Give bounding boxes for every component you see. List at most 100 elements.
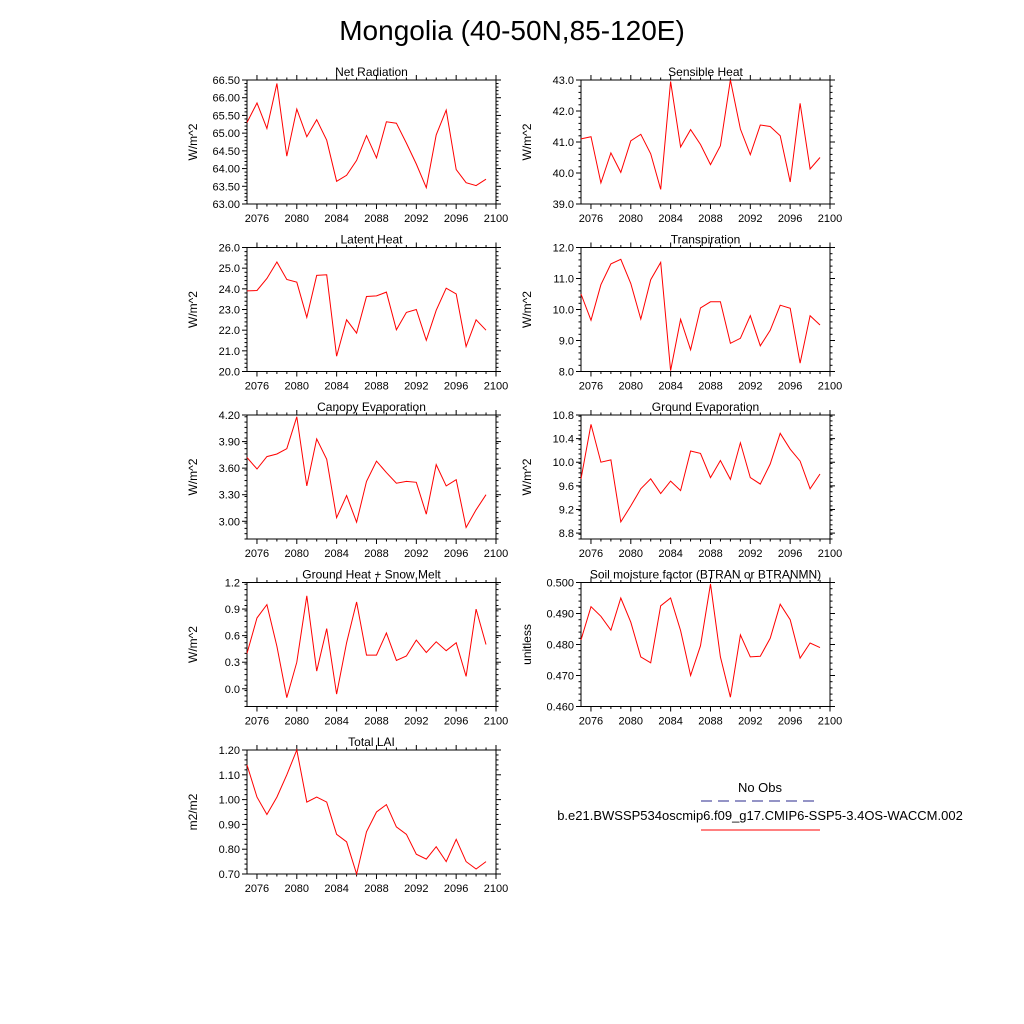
- chart-4-ytick-label: 12.0: [553, 243, 574, 255]
- chart-9-xtick-label: 2076: [245, 883, 269, 895]
- chart-8-ytick-label: 0.470: [546, 671, 574, 683]
- chart-1-title: Net Radiation: [335, 65, 408, 79]
- chart-6-xtick-label: 2096: [778, 548, 802, 560]
- chart-1-ytick-label: 63.50: [212, 181, 240, 193]
- chart-8-ytick-label: 0.460: [546, 702, 574, 714]
- chart-1-ytick-label: 63.00: [212, 199, 240, 211]
- chart-7: Ground Heat + Snow Melt W/m^2 2076 2080 2084…: [186, 568, 508, 728]
- chart-6-xtick-label: 2084: [658, 548, 682, 560]
- chart-8-series-line: [580, 583, 821, 698]
- chart-9-xtick-label: 2100: [484, 883, 508, 895]
- chart-5: Canopy Evaporation W/m^2 2076 2080 2084 2088 2…: [186, 400, 508, 560]
- chart-8-xtick-label: 2076: [579, 716, 603, 728]
- chart-9-ytick-label: 1.10: [219, 770, 240, 782]
- chart-9-ylabel: m2/m2: [186, 793, 200, 830]
- chart-3-xtick-label: 2100: [484, 381, 508, 393]
- chart-4-ytick-label: 10.0: [553, 305, 574, 317]
- chart-5-xtick-label: 2100: [484, 548, 508, 560]
- chart-5-xtick-label: 2096: [444, 548, 468, 560]
- chart-8-xtick-label: 2084: [658, 716, 682, 728]
- chart-9-ytick-label: 1.20: [219, 745, 240, 757]
- chart-3-xtick-label: 2084: [324, 381, 348, 393]
- chart-8-xtick-label: 2092: [738, 716, 762, 728]
- chart-2-frame: [580, 79, 831, 205]
- chart-4-ylabel: W/m^2: [520, 291, 534, 328]
- chart-5-ytick-label: 3.90: [219, 437, 240, 449]
- chart-1-series-line: [246, 83, 487, 190]
- chart-7-ytick-label: 0.9: [225, 604, 240, 616]
- chart-4-xtick-label: 2096: [778, 381, 802, 393]
- chart-6-ylabel: W/m^2: [520, 458, 534, 495]
- chart-2-xtick-label: 2092: [738, 213, 762, 225]
- chart-1-ytick-label: 65.00: [212, 128, 240, 140]
- chart-7-ylabel: W/m^2: [186, 626, 200, 663]
- chart-5-ylabel: W/m^2: [186, 458, 200, 495]
- chart-7-xtick-label: 2076: [245, 716, 269, 728]
- chart-3-ytick-label: 26.0: [219, 243, 240, 255]
- chart-8-ytick-label: 0.480: [546, 640, 574, 652]
- chart-6-xtick-label: 2076: [579, 548, 603, 560]
- chart-8-ytick-label: 0.500: [546, 578, 574, 590]
- chart-7-title: Ground Heat + Snow Melt: [302, 568, 441, 582]
- legend-obs-label: No Obs: [738, 780, 783, 795]
- chart-6-xtick-label: 2100: [818, 548, 842, 560]
- chart-2-series-line: [580, 79, 821, 190]
- chart-2-title: Sensible Heat: [668, 65, 743, 79]
- chart-5-xtick-label: 2092: [404, 548, 428, 560]
- chart-1-xtick-label: 2100: [484, 213, 508, 225]
- chart-6-ytick-label: 10.4: [553, 434, 574, 446]
- chart-7-xtick-label: 2100: [484, 716, 508, 728]
- chart-1-ylabel: W/m^2: [186, 123, 200, 160]
- chart-4-ytick-label: 11.0: [553, 274, 574, 286]
- chart-8-xtick-label: 2100: [818, 716, 842, 728]
- chart-3-ylabel: W/m^2: [186, 291, 200, 328]
- chart-4-xtick-label: 2100: [818, 381, 842, 393]
- chart-9-ytick-label: 0.70: [219, 869, 240, 881]
- chart-9-xtick-label: 2080: [285, 883, 309, 895]
- chart-7-xtick-label: 2096: [444, 716, 468, 728]
- chart-1-frame: [246, 79, 497, 205]
- chart-7-ytick-label: 0.6: [225, 631, 240, 643]
- chart-1: Net Radiation W/m^2 2076 2080 2084 2088 2092 20…: [186, 65, 508, 225]
- chart-9-title: Total LAI: [348, 735, 395, 749]
- chart-2-ytick-label: 42.0: [553, 106, 574, 118]
- chart-6-series-line: [580, 424, 821, 524]
- chart-1-xtick-label: 2080: [285, 213, 309, 225]
- legend: No Obs b.e21.BWSSP534oscmip6.f09_g17.CMI…: [557, 780, 963, 831]
- chart-7-xtick-label: 2092: [404, 716, 428, 728]
- chart-3-ytick-label: 25.0: [219, 263, 240, 275]
- chart-7-ytick-label: 0.3: [225, 657, 240, 669]
- chart-8-ytick-label: 0.490: [546, 609, 574, 621]
- chart-7-frame: [246, 582, 497, 707]
- chart-3-xtick-label: 2080: [285, 381, 309, 393]
- chart-8: Soil moisture factor (BTRAN or BTRANMN) u…: [520, 568, 842, 728]
- chart-5-series-line: [246, 416, 487, 529]
- chart-4-xtick-label: 2092: [738, 381, 762, 393]
- chart-1-xtick-label: 2096: [444, 213, 468, 225]
- chart-8-xtick-label: 2088: [698, 716, 722, 728]
- chart-2-ylabel: W/m^2: [520, 123, 534, 160]
- chart-1-ytick-label: 64.50: [212, 146, 240, 158]
- chart-5-xtick-label: 2076: [245, 548, 269, 560]
- chart-4-title: Transpiration: [671, 233, 741, 247]
- chart-1-xtick-label: 2092: [404, 213, 428, 225]
- chart-6-title: Ground Evaporation: [652, 400, 759, 414]
- chart-4-xtick-label: 2084: [658, 381, 682, 393]
- chart-3: Latent Heat W/m^2 2076 2080 2084 2088 2092 2096…: [186, 233, 508, 393]
- chart-3-xtick-label: 2088: [364, 381, 388, 393]
- chart-5-ytick-label: 3.60: [219, 463, 240, 475]
- chart-1-xtick-label: 2076: [245, 213, 269, 225]
- chart-5-frame: [246, 414, 497, 540]
- chart-2-xtick-label: 2080: [619, 213, 643, 225]
- legend-run-label: b.e21.BWSSP534oscmip6.f09_g17.CMIP6-SSP5…: [557, 808, 963, 823]
- chart-3-ytick-label: 20.0: [219, 367, 240, 379]
- chart-6-ytick-label: 9.6: [559, 481, 574, 493]
- chart-2-xtick-label: 2076: [579, 213, 603, 225]
- chart-4-xtick-label: 2088: [698, 381, 722, 393]
- chart-9-frame: [246, 749, 497, 875]
- chart-1-ytick-label: 64.00: [212, 164, 240, 176]
- chart-9: Total LAI m2/m2 2076 2080 2084 2088 2092 2096 21…: [186, 735, 508, 895]
- chart-6-xtick-label: 2088: [698, 548, 722, 560]
- chart-4-ytick-label: 8.0: [559, 367, 574, 379]
